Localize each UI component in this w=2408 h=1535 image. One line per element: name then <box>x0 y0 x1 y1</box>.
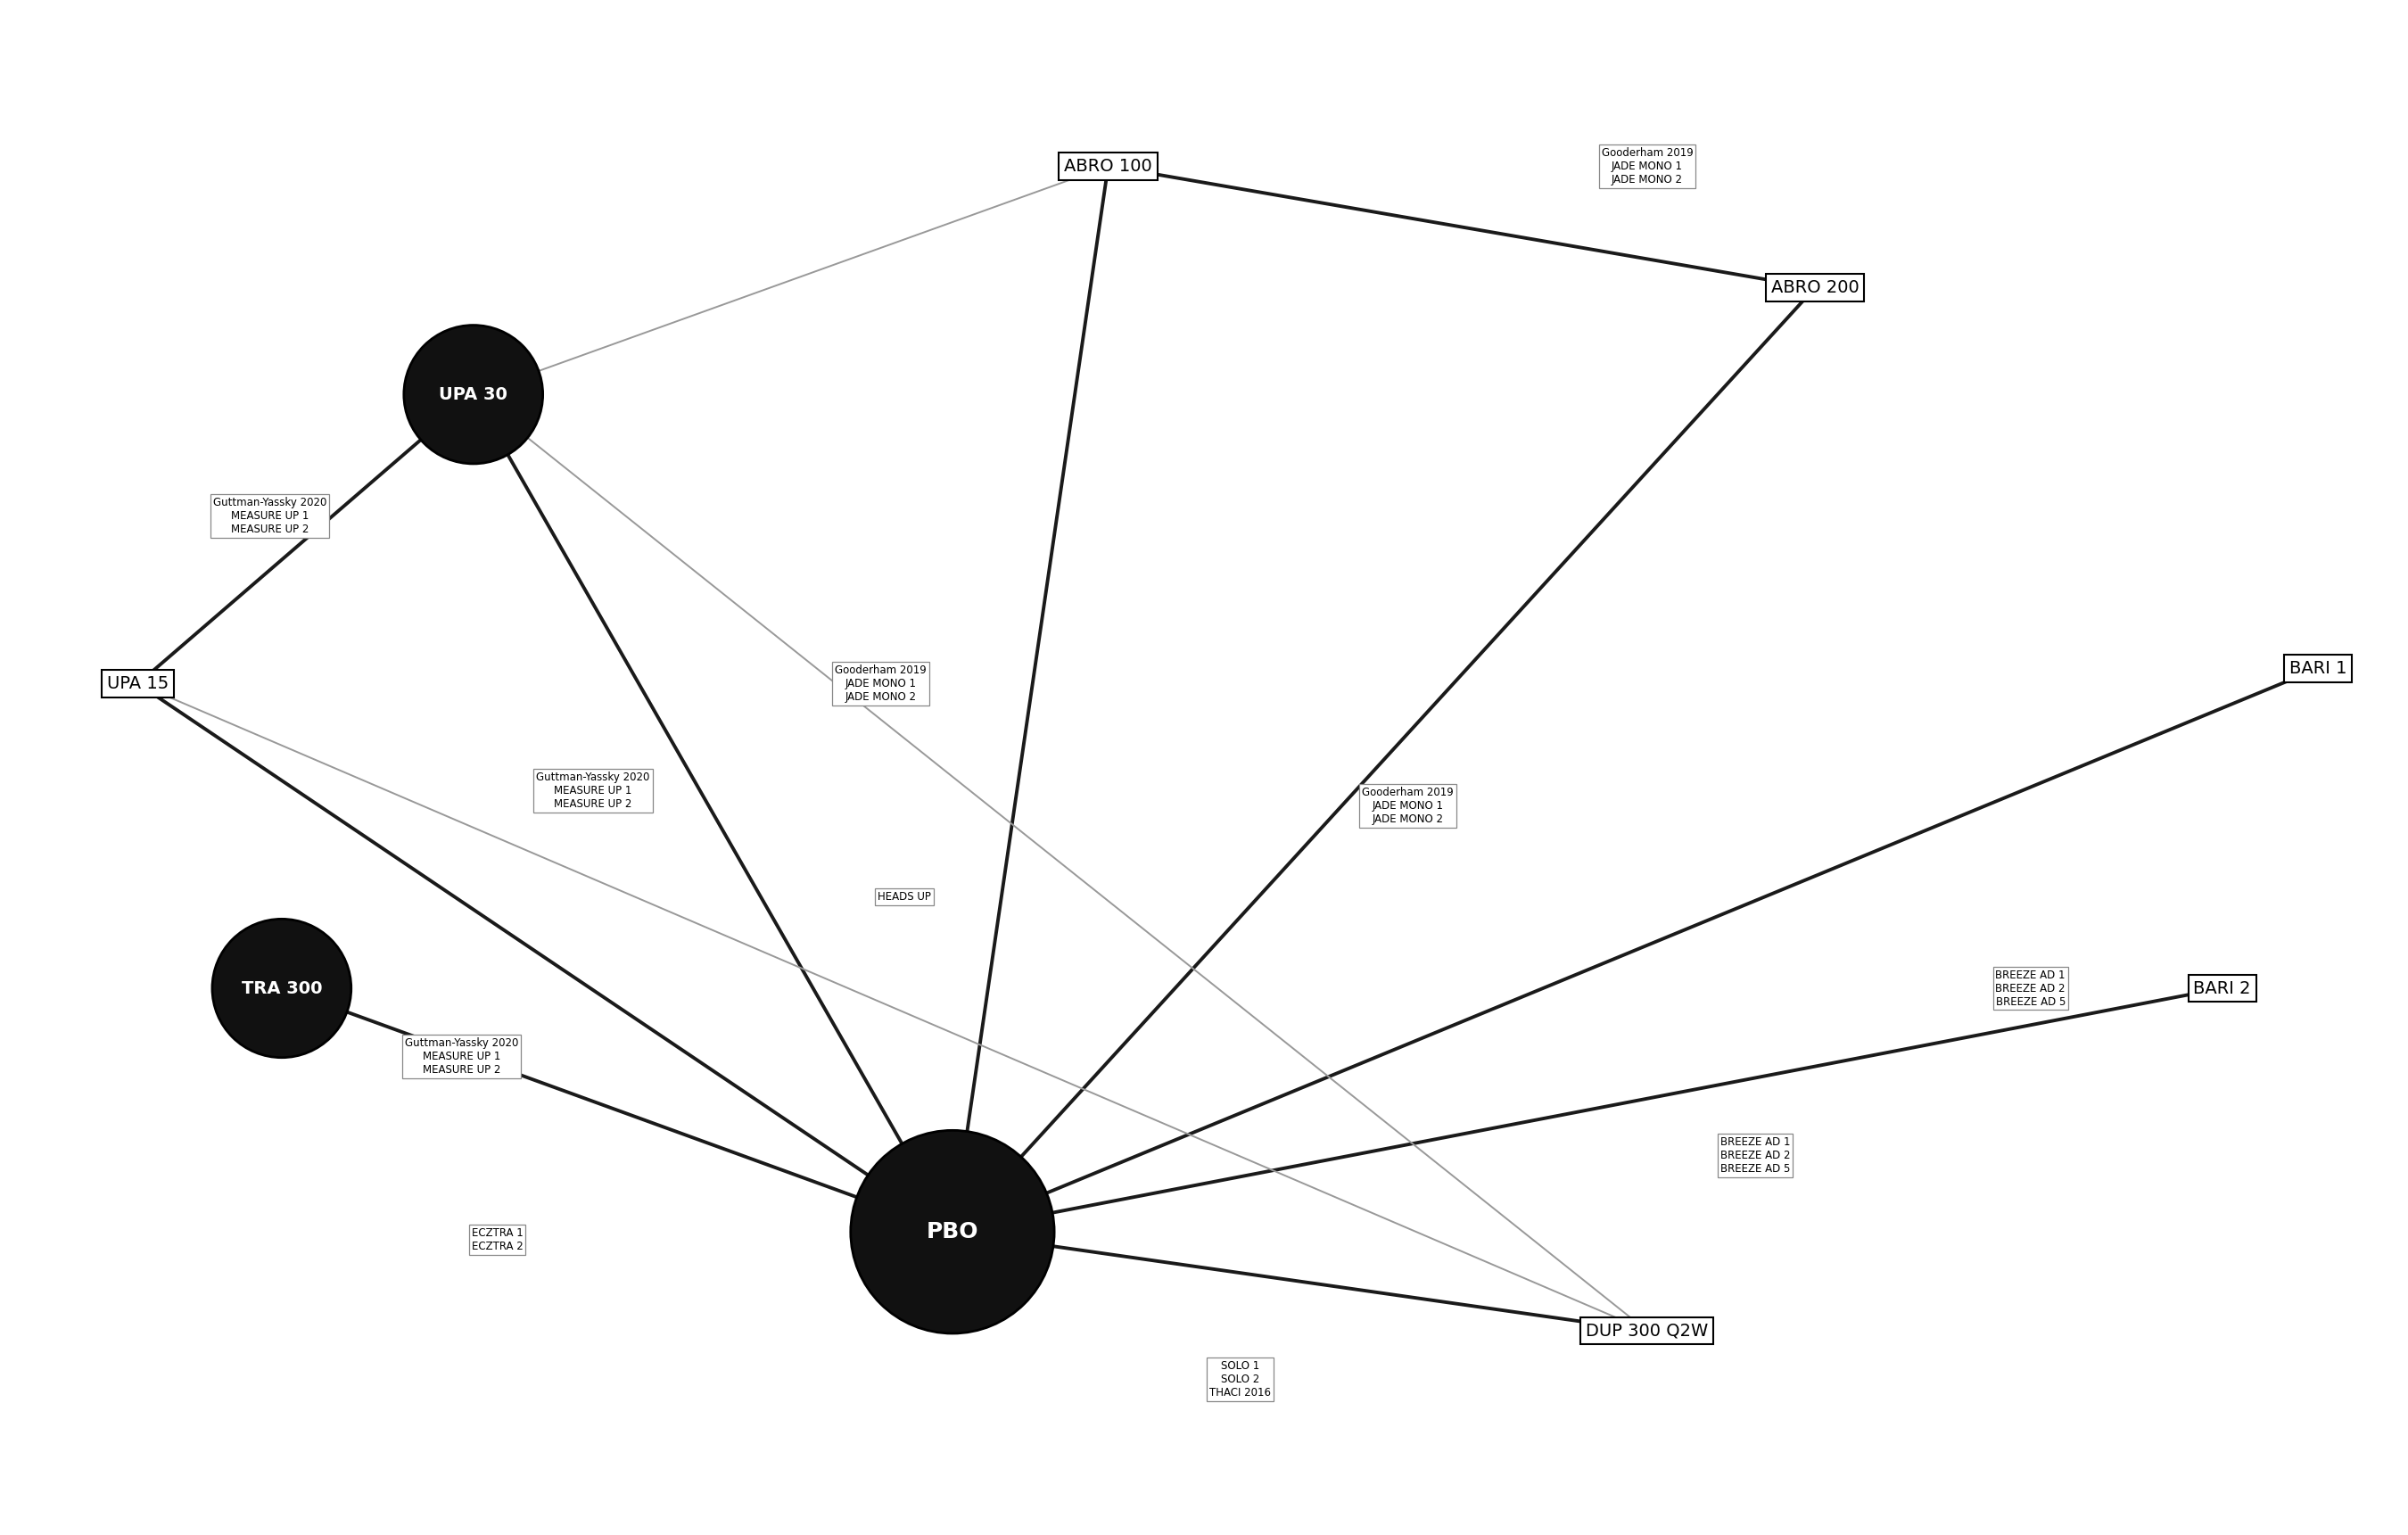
Text: BARI 2: BARI 2 <box>2194 979 2251 996</box>
Text: BARI 1: BARI 1 <box>2290 660 2348 677</box>
Ellipse shape <box>850 1130 1055 1334</box>
Text: Gooderham 2019
JADE MONO 1
JADE MONO 2: Gooderham 2019 JADE MONO 1 JADE MONO 2 <box>836 665 927 703</box>
Ellipse shape <box>212 919 352 1058</box>
Text: DUP 300 Q2W: DUP 300 Q2W <box>1587 1322 1707 1340</box>
Text: Gooderham 2019
JADE MONO 1
JADE MONO 2: Gooderham 2019 JADE MONO 1 JADE MONO 2 <box>1363 786 1454 824</box>
Text: Guttman-Yassky 2020
MEASURE UP 1
MEASURE UP 2: Guttman-Yassky 2020 MEASURE UP 1 MEASURE… <box>212 497 327 536</box>
Text: TRA 300: TRA 300 <box>241 979 323 996</box>
Text: UPA 15: UPA 15 <box>106 675 169 692</box>
Ellipse shape <box>405 325 542 464</box>
Text: ABRO 200: ABRO 200 <box>1770 279 1859 296</box>
Text: PBO: PBO <box>927 1222 978 1243</box>
Text: ECZTRA 1
ECZTRA 2: ECZTRA 1 ECZTRA 2 <box>472 1226 523 1253</box>
Text: Guttman-Yassky 2020
MEASURE UP 1
MEASURE UP 2: Guttman-Yassky 2020 MEASURE UP 1 MEASURE… <box>405 1038 518 1076</box>
Text: Gooderham 2019
JADE MONO 1
JADE MONO 2: Gooderham 2019 JADE MONO 1 JADE MONO 2 <box>1601 147 1693 186</box>
Text: UPA 30: UPA 30 <box>438 385 508 402</box>
Text: BREEZE AD 1
BREEZE AD 2
BREEZE AD 5: BREEZE AD 1 BREEZE AD 2 BREEZE AD 5 <box>1719 1136 1789 1174</box>
Text: ABRO 100: ABRO 100 <box>1064 158 1151 175</box>
Text: SOLO 1
SOLO 2
THACI 2016: SOLO 1 SOLO 2 THACI 2016 <box>1209 1360 1271 1398</box>
Text: Guttman-Yassky 2020
MEASURE UP 1
MEASURE UP 2: Guttman-Yassky 2020 MEASURE UP 1 MEASURE… <box>537 771 650 809</box>
Text: HEADS UP: HEADS UP <box>879 892 932 903</box>
Text: BREEZE AD 1
BREEZE AD 2
BREEZE AD 5: BREEZE AD 1 BREEZE AD 2 BREEZE AD 5 <box>1996 969 2066 1007</box>
